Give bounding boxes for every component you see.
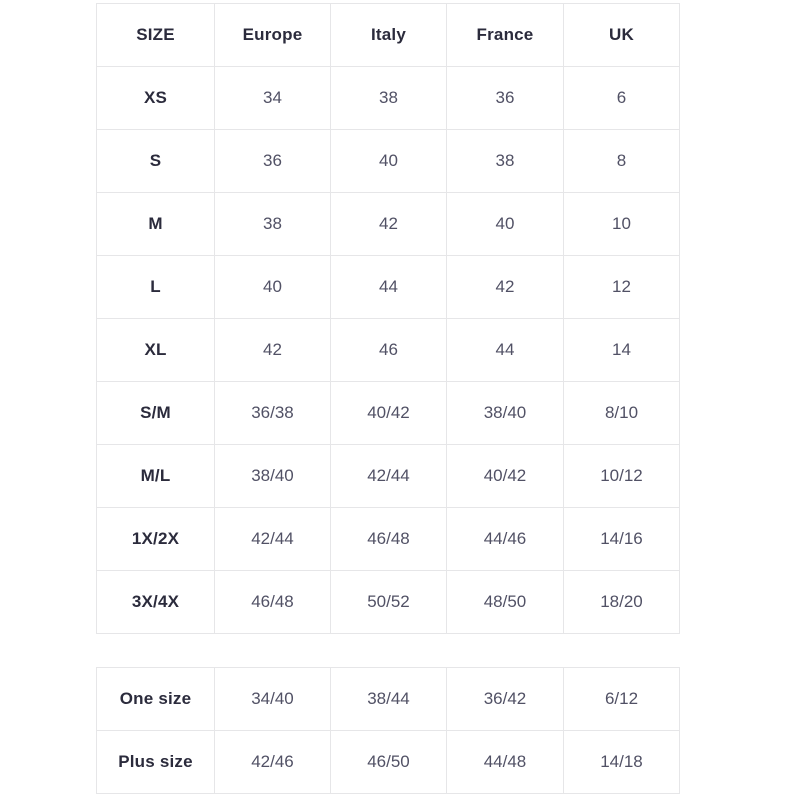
cell-europe: 40 (214, 255, 331, 319)
cell-france: 38/40 (446, 381, 564, 445)
cell-uk: 14/18 (563, 730, 680, 794)
row-label-xs: XS (96, 66, 215, 130)
table-body: XS 34 38 36 6 S 36 40 38 8 M 38 42 40 10 (96, 66, 680, 634)
row-label-m-l: M/L (96, 444, 215, 508)
table-row: XS 34 38 36 6 (96, 66, 680, 130)
cell-uk: 12 (563, 255, 680, 319)
column-header-france: France (446, 3, 564, 67)
cell-uk: 8/10 (563, 381, 680, 445)
table-row: M 38 42 40 10 (96, 192, 680, 256)
cell-italy: 50/52 (330, 570, 447, 634)
header-row: SIZE Europe Italy France UK (96, 3, 680, 67)
one-size-plus-size-table: One size 34/40 38/44 36/42 6/12 Plus siz… (96, 667, 680, 794)
table-row: S/M 36/38 40/42 38/40 8/10 (96, 381, 680, 445)
cell-italy: 38 (330, 66, 447, 130)
cell-france: 38 (446, 129, 564, 193)
table-row: S 36 40 38 8 (96, 129, 680, 193)
row-label-l: L (96, 255, 215, 319)
column-header-europe: Europe (214, 3, 331, 67)
cell-europe: 36 (214, 129, 331, 193)
column-header-uk: UK (563, 3, 680, 67)
table-row: XL 42 46 44 14 (96, 318, 680, 382)
cell-italy: 42/44 (330, 444, 447, 508)
cell-uk: 10/12 (563, 444, 680, 508)
cell-europe: 38/40 (214, 444, 331, 508)
cell-france: 42 (446, 255, 564, 319)
cell-uk: 6 (563, 66, 680, 130)
cell-europe: 36/38 (214, 381, 331, 445)
cell-europe: 46/48 (214, 570, 331, 634)
cell-europe: 42 (214, 318, 331, 382)
row-label-one-size: One size (96, 667, 215, 731)
cell-uk: 8 (563, 129, 680, 193)
row-label-s-m: S/M (96, 381, 215, 445)
table-row: One size 34/40 38/44 36/42 6/12 (96, 667, 680, 731)
cell-france: 44/46 (446, 507, 564, 571)
cell-france: 36 (446, 66, 564, 130)
cell-italy: 40 (330, 129, 447, 193)
table-row: M/L 38/40 42/44 40/42 10/12 (96, 444, 680, 508)
row-label-3x-4x: 3X/4X (96, 570, 215, 634)
table-row: 1X/2X 42/44 46/48 44/46 14/16 (96, 507, 680, 571)
table-header: SIZE Europe Italy France UK (96, 3, 680, 67)
cell-france: 40/42 (446, 444, 564, 508)
cell-uk: 14 (563, 318, 680, 382)
cell-europe: 34/40 (214, 667, 331, 731)
cell-italy: 46/48 (330, 507, 447, 571)
row-label-xl: XL (96, 318, 215, 382)
row-label-1x-2x: 1X/2X (96, 507, 215, 571)
cell-europe: 34 (214, 66, 331, 130)
row-label-plus-size: Plus size (96, 730, 215, 794)
cell-france: 36/42 (446, 667, 564, 731)
size-conversion-table: SIZE Europe Italy France UK XS 34 38 36 … (96, 3, 680, 634)
cell-uk: 18/20 (563, 570, 680, 634)
row-label-s: S (96, 129, 215, 193)
column-header-size: SIZE (96, 3, 215, 67)
cell-italy: 38/44 (330, 667, 447, 731)
cell-italy: 42 (330, 192, 447, 256)
cell-italy: 46/50 (330, 730, 447, 794)
table-body: One size 34/40 38/44 36/42 6/12 Plus siz… (96, 667, 680, 794)
table-row: Plus size 42/46 46/50 44/48 14/18 (96, 730, 680, 794)
cell-europe: 38 (214, 192, 331, 256)
cell-uk: 14/16 (563, 507, 680, 571)
cell-uk: 10 (563, 192, 680, 256)
cell-uk: 6/12 (563, 667, 680, 731)
cell-france: 44/48 (446, 730, 564, 794)
row-label-m: M (96, 192, 215, 256)
cell-italy: 40/42 (330, 381, 447, 445)
cell-france: 40 (446, 192, 564, 256)
column-header-italy: Italy (330, 3, 447, 67)
table-row: 3X/4X 46/48 50/52 48/50 18/20 (96, 570, 680, 634)
table-row: L 40 44 42 12 (96, 255, 680, 319)
cell-italy: 44 (330, 255, 447, 319)
cell-italy: 46 (330, 318, 447, 382)
cell-europe: 42/44 (214, 507, 331, 571)
cell-europe: 42/46 (214, 730, 331, 794)
cell-france: 44 (446, 318, 564, 382)
cell-france: 48/50 (446, 570, 564, 634)
